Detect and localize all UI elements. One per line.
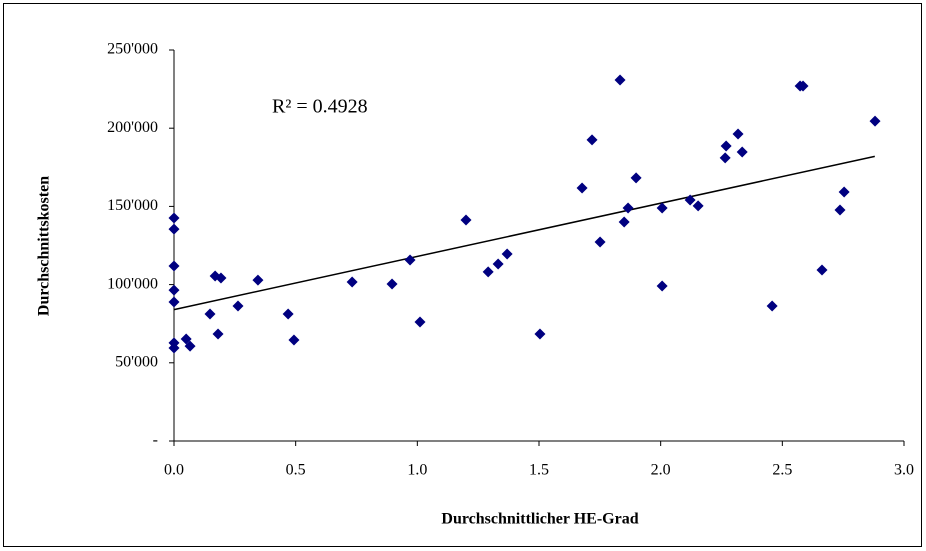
point bbox=[346, 276, 358, 288]
point bbox=[215, 272, 227, 284]
point bbox=[732, 128, 744, 140]
point bbox=[534, 328, 546, 340]
x-tick-label: 0.0 bbox=[164, 462, 184, 479]
point bbox=[594, 236, 606, 248]
point bbox=[404, 254, 416, 266]
point bbox=[168, 284, 180, 296]
point bbox=[684, 194, 696, 206]
point bbox=[232, 300, 244, 312]
point bbox=[501, 248, 513, 260]
point bbox=[797, 80, 809, 92]
y-tick-label: 100'000 bbox=[107, 275, 158, 292]
point bbox=[168, 296, 180, 308]
point bbox=[736, 146, 748, 158]
point bbox=[614, 74, 626, 86]
y-tick-label: - bbox=[153, 432, 158, 449]
x-tick-label: 2.5 bbox=[772, 462, 792, 479]
x-axis-title: Durchschnittlicher HE-Grad bbox=[441, 511, 638, 528]
point bbox=[692, 200, 704, 212]
x-tick-label: 1.0 bbox=[407, 462, 427, 479]
point bbox=[212, 328, 224, 340]
x-tick-label: 3.0 bbox=[894, 462, 914, 479]
point bbox=[719, 152, 731, 164]
y-tick-label: 50'000 bbox=[115, 353, 158, 370]
point bbox=[168, 212, 180, 224]
point bbox=[168, 223, 180, 235]
y-tick-label: 250'000 bbox=[107, 41, 158, 58]
chart-border bbox=[3, 3, 922, 547]
point bbox=[288, 334, 300, 346]
point bbox=[492, 258, 504, 270]
point bbox=[656, 280, 668, 292]
point bbox=[204, 308, 216, 320]
point bbox=[168, 260, 180, 272]
point bbox=[656, 202, 668, 214]
point bbox=[869, 115, 881, 127]
x-tick-label: 1.5 bbox=[529, 462, 549, 479]
point bbox=[618, 216, 630, 228]
x-tick-label: 2.0 bbox=[651, 462, 671, 479]
point bbox=[838, 186, 850, 198]
point bbox=[834, 204, 846, 216]
y-tick-label: 200'000 bbox=[107, 119, 158, 136]
point bbox=[576, 182, 588, 194]
point bbox=[282, 308, 294, 320]
point bbox=[414, 316, 426, 328]
y-axis-title: Durchschnittskosten bbox=[36, 176, 53, 316]
point bbox=[720, 140, 732, 152]
point bbox=[586, 134, 598, 146]
point bbox=[482, 266, 494, 278]
x-tick-label: 0.5 bbox=[286, 462, 306, 479]
point bbox=[766, 300, 778, 312]
point bbox=[184, 340, 196, 352]
point bbox=[168, 342, 180, 354]
annotation: R² = 0.4928 bbox=[272, 96, 368, 118]
point bbox=[816, 264, 828, 276]
point bbox=[460, 214, 472, 226]
point bbox=[252, 274, 264, 286]
point bbox=[630, 172, 642, 184]
y-tick-label: 150'000 bbox=[107, 197, 158, 214]
trendline bbox=[173, 155, 875, 311]
point bbox=[386, 278, 398, 290]
point bbox=[622, 202, 634, 214]
